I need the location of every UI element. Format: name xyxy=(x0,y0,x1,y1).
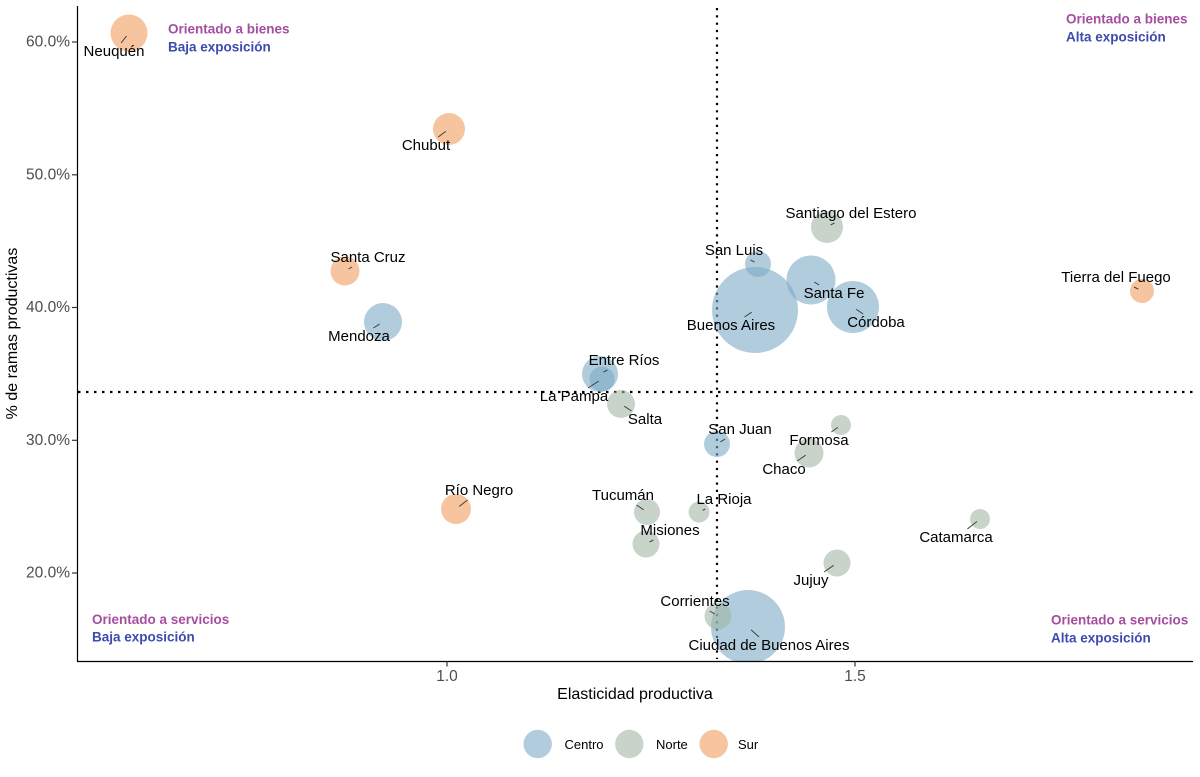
svg-text:Norte: Norte xyxy=(656,737,688,752)
svg-text:Buenos Aires: Buenos Aires xyxy=(687,317,775,334)
svg-text:Baja exposición: Baja exposición xyxy=(92,630,195,645)
svg-text:1.5: 1.5 xyxy=(844,668,866,685)
svg-text:Orientado a servicios: Orientado a servicios xyxy=(1051,613,1188,628)
svg-text:Alta exposición: Alta exposición xyxy=(1051,631,1151,646)
svg-text:Misiones: Misiones xyxy=(640,522,699,539)
svg-text:% de ramas productivas: % de ramas productivas xyxy=(4,248,21,420)
svg-text:Corrientes: Corrientes xyxy=(660,593,729,610)
svg-text:30.0%: 30.0% xyxy=(26,432,70,449)
svg-text:1.0: 1.0 xyxy=(436,668,458,685)
svg-text:Neuquén: Neuquén xyxy=(84,43,145,60)
svg-text:Salta: Salta xyxy=(628,411,663,428)
svg-text:Chaco: Chaco xyxy=(762,461,805,478)
svg-text:Alta exposición: Alta exposición xyxy=(1066,30,1166,45)
svg-text:Córdoba: Córdoba xyxy=(847,314,905,331)
svg-text:Santiago del Estero: Santiago del Estero xyxy=(786,205,917,222)
svg-text:Sur: Sur xyxy=(738,737,759,752)
svg-text:Baja exposición: Baja exposición xyxy=(168,40,271,55)
svg-text:60.0%: 60.0% xyxy=(26,34,70,51)
svg-text:Elasticidad productiva: Elasticidad productiva xyxy=(557,686,713,703)
svg-text:Ciudad de Buenos Aires: Ciudad de Buenos Aires xyxy=(689,637,850,654)
svg-text:Orientado a servicios: Orientado a servicios xyxy=(92,612,229,627)
svg-text:La Pampa: La Pampa xyxy=(540,388,609,405)
svg-text:Jujuy: Jujuy xyxy=(793,572,829,589)
svg-text:San Luis: San Luis xyxy=(705,242,763,259)
svg-text:Mendoza: Mendoza xyxy=(328,328,390,345)
svg-text:Santa Cruz: Santa Cruz xyxy=(330,249,405,266)
svg-text:Orientado a bienes: Orientado a bienes xyxy=(168,22,290,37)
svg-text:Chubut: Chubut xyxy=(402,137,451,154)
svg-text:Catamarca: Catamarca xyxy=(919,529,993,546)
svg-text:Centro: Centro xyxy=(565,737,604,752)
svg-text:La Rioja: La Rioja xyxy=(696,491,752,508)
svg-text:Tierra del Fuego: Tierra del Fuego xyxy=(1061,269,1171,286)
svg-text:50.0%: 50.0% xyxy=(26,166,70,183)
svg-text:Formosa: Formosa xyxy=(789,432,849,449)
svg-text:Santa Fe: Santa Fe xyxy=(804,285,865,302)
svg-text:Entre Ríos: Entre Ríos xyxy=(589,352,660,369)
svg-text:Orientado a bienes: Orientado a bienes xyxy=(1066,12,1188,27)
svg-text:San Juan: San Juan xyxy=(708,421,771,438)
svg-text:Río Negro: Río Negro xyxy=(445,482,513,499)
svg-text:40.0%: 40.0% xyxy=(26,299,70,316)
svg-text:20.0%: 20.0% xyxy=(26,565,70,582)
svg-text:Tucumán: Tucumán xyxy=(592,487,654,504)
